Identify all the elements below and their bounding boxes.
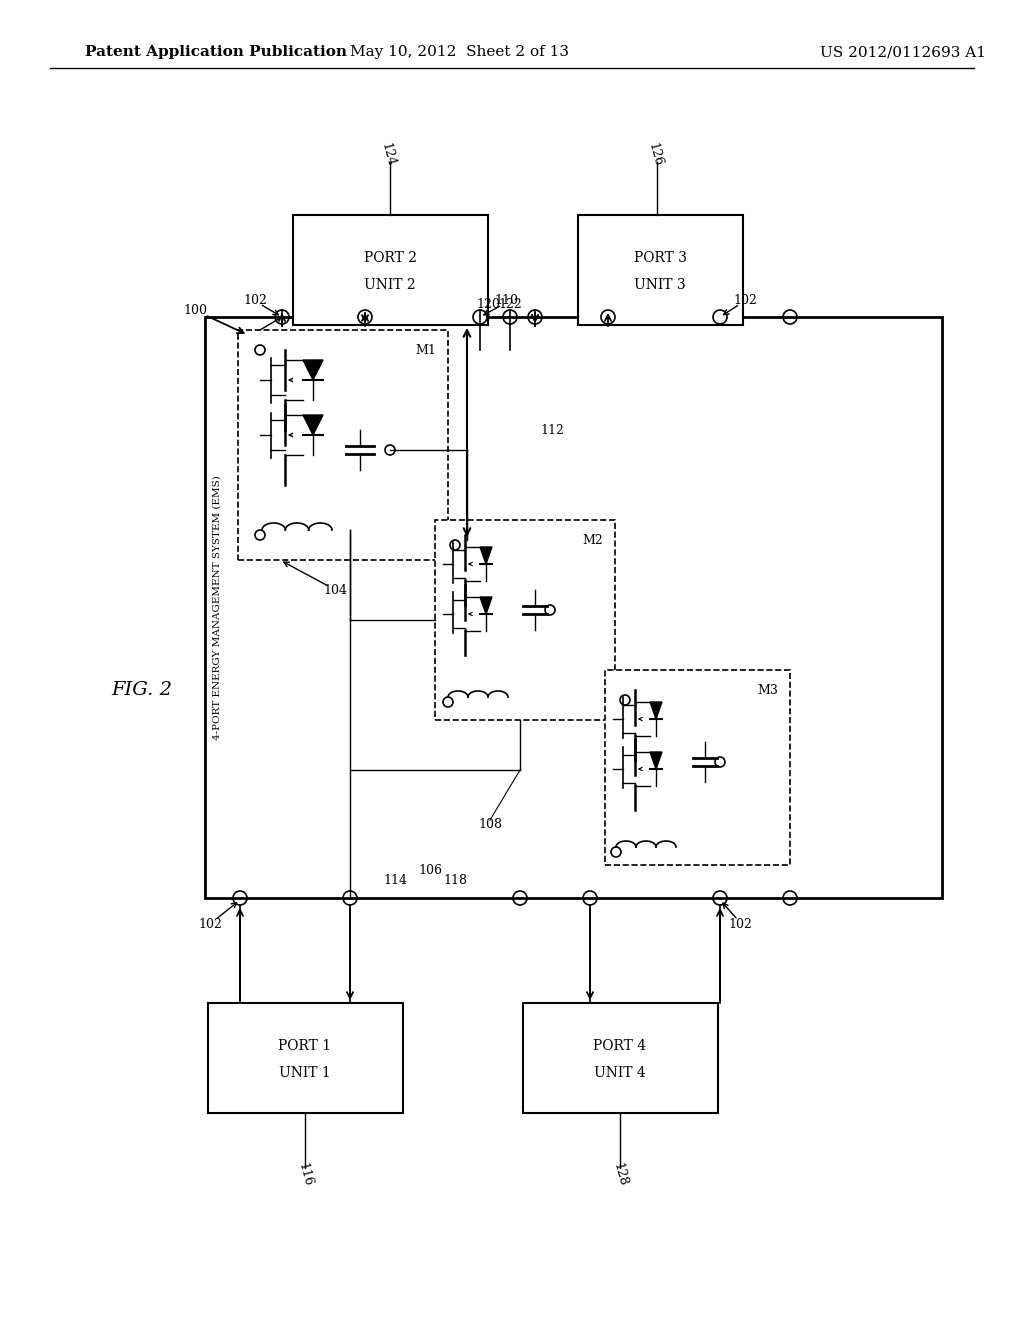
Text: 102: 102 <box>243 293 267 306</box>
Text: May 10, 2012  Sheet 2 of 13: May 10, 2012 Sheet 2 of 13 <box>350 45 569 59</box>
Text: 110: 110 <box>494 293 518 306</box>
Text: 128: 128 <box>610 1162 630 1188</box>
Text: 120: 120 <box>476 298 500 312</box>
Text: 114: 114 <box>383 874 407 887</box>
Text: 126: 126 <box>645 141 665 168</box>
Polygon shape <box>650 702 662 719</box>
Bar <box>238 330 449 560</box>
Bar <box>523 1003 718 1113</box>
Text: Patent Application Publication: Patent Application Publication <box>85 45 347 59</box>
Bar <box>293 215 488 325</box>
Text: 122: 122 <box>498 298 522 312</box>
Text: M3: M3 <box>758 684 778 697</box>
Text: PORT 1: PORT 1 <box>279 1039 332 1053</box>
Text: PORT 2: PORT 2 <box>364 251 417 265</box>
Bar <box>205 317 942 898</box>
Text: UNIT 3: UNIT 3 <box>634 279 686 292</box>
Polygon shape <box>650 752 662 770</box>
Text: US 2012/0112693 A1: US 2012/0112693 A1 <box>820 45 986 59</box>
Text: 106: 106 <box>418 863 442 876</box>
Text: 102: 102 <box>733 293 757 306</box>
Text: 102: 102 <box>198 919 222 932</box>
Bar <box>208 1003 403 1113</box>
Bar <box>435 520 615 719</box>
Text: UNIT 2: UNIT 2 <box>365 279 416 292</box>
Text: PORT 4: PORT 4 <box>594 1039 646 1053</box>
Polygon shape <box>480 597 492 614</box>
Text: 108: 108 <box>478 818 502 832</box>
Text: FIG. 2: FIG. 2 <box>112 681 172 700</box>
Text: UNIT 1: UNIT 1 <box>280 1067 331 1080</box>
Polygon shape <box>303 414 323 436</box>
Text: 104: 104 <box>323 583 347 597</box>
Text: 124: 124 <box>379 141 397 168</box>
Text: 102: 102 <box>728 919 752 932</box>
Text: 118: 118 <box>443 874 467 887</box>
Text: PORT 3: PORT 3 <box>634 251 686 265</box>
Bar <box>605 671 790 865</box>
Bar <box>578 215 743 325</box>
Text: 116: 116 <box>296 1162 314 1188</box>
Text: M1: M1 <box>416 343 436 356</box>
Text: 4-PORT ENERGY MANAGEMENT SYSTEM (EMS): 4-PORT ENERGY MANAGEMENT SYSTEM (EMS) <box>213 475 221 741</box>
Text: M2: M2 <box>583 533 603 546</box>
Text: 112: 112 <box>540 424 564 437</box>
Polygon shape <box>303 360 323 380</box>
Text: 100: 100 <box>183 304 207 317</box>
Polygon shape <box>480 546 492 564</box>
Text: UNIT 4: UNIT 4 <box>594 1067 646 1080</box>
